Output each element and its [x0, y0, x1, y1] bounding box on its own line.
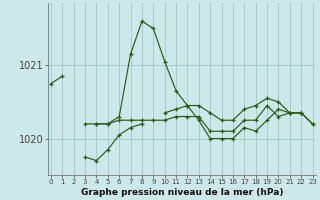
X-axis label: Graphe pression niveau de la mer (hPa): Graphe pression niveau de la mer (hPa): [81, 188, 283, 197]
